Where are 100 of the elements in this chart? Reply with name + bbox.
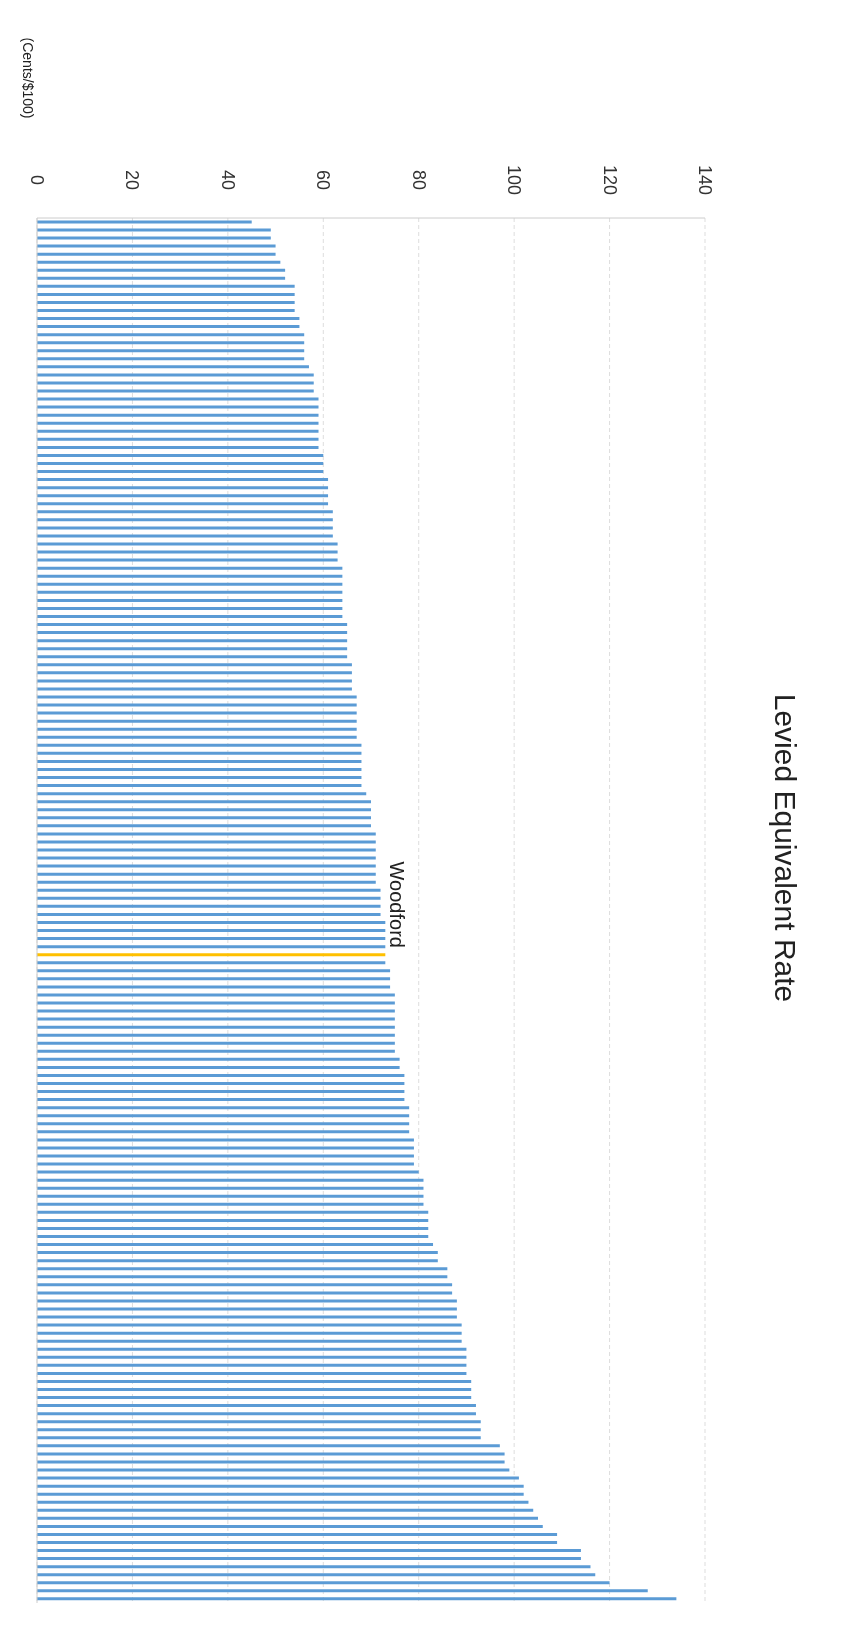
bar (37, 1412, 476, 1416)
bar (37, 824, 371, 828)
bar (37, 1073, 405, 1077)
bar (37, 526, 333, 530)
bar (37, 413, 319, 417)
bar (37, 719, 357, 723)
bar (37, 816, 371, 820)
text: Levied Equivalent Rate (768, 693, 802, 1003)
bar (37, 308, 295, 312)
bar (37, 1170, 419, 1174)
bar (37, 574, 343, 578)
bar (37, 252, 276, 256)
bar (37, 1259, 438, 1263)
bar (37, 937, 386, 941)
bar (37, 1218, 429, 1222)
bar (37, 655, 348, 659)
bar (37, 421, 319, 425)
bar (37, 1267, 448, 1271)
bar (37, 631, 348, 635)
bar (37, 220, 252, 224)
bar (37, 1057, 400, 1061)
bar (37, 961, 386, 965)
bar (37, 767, 362, 771)
bar (37, 929, 386, 933)
bar (37, 759, 362, 763)
bar (37, 614, 343, 618)
bar (37, 590, 343, 594)
bar (37, 1315, 457, 1319)
bar (37, 993, 395, 997)
bar (37, 1025, 395, 1029)
bar (37, 397, 319, 401)
bar (37, 1243, 434, 1247)
bar (37, 623, 348, 627)
bar (37, 534, 333, 538)
bar (37, 1098, 405, 1102)
bar (37, 236, 271, 240)
bar (37, 703, 357, 707)
bar (37, 1581, 610, 1585)
bar (37, 268, 286, 272)
bar (37, 727, 357, 731)
bar (37, 953, 386, 957)
bar (37, 904, 381, 908)
bar (37, 373, 314, 377)
bar (37, 558, 338, 562)
bar (37, 1186, 424, 1190)
bar (37, 695, 357, 699)
bar (37, 776, 362, 780)
bar (37, 365, 309, 369)
bar (37, 333, 305, 337)
bar (37, 735, 357, 739)
bar (37, 784, 362, 788)
x-tick-label: 0 (27, 174, 47, 186)
bar (37, 1090, 405, 1094)
bar (37, 518, 333, 522)
bar (37, 502, 329, 506)
bar (37, 1194, 424, 1198)
bar (37, 848, 376, 852)
bar (37, 1444, 500, 1448)
bar (37, 1323, 462, 1327)
bar (37, 510, 333, 514)
bar (37, 1162, 414, 1166)
bar (37, 872, 376, 876)
bar (37, 1524, 543, 1528)
x-tick-label: 100 (504, 164, 525, 196)
bar (37, 389, 314, 393)
bar (37, 1516, 538, 1520)
bar (37, 896, 381, 900)
bar (37, 1597, 677, 1601)
bar (37, 349, 305, 353)
bar (37, 1452, 505, 1456)
bar (37, 687, 352, 691)
bar (37, 888, 381, 892)
bar (37, 1532, 558, 1536)
bar (37, 317, 300, 321)
bar (37, 647, 348, 651)
bar (37, 341, 305, 345)
bar (37, 671, 352, 675)
bar (37, 1541, 558, 1544)
bar (37, 1106, 410, 1110)
bar (37, 1210, 429, 1214)
annotation: Woodford (386, 861, 409, 948)
bar (37, 486, 329, 490)
bar (37, 711, 357, 715)
bar (37, 639, 348, 643)
bar (37, 542, 338, 546)
bar (37, 325, 300, 329)
bar (37, 1363, 467, 1367)
bar (37, 663, 352, 667)
bar (37, 1436, 481, 1440)
bar (37, 461, 324, 465)
bar (37, 679, 352, 683)
x-tick-label: 120 (599, 164, 620, 196)
bar (37, 792, 367, 796)
bar (37, 1251, 438, 1255)
bar (37, 228, 271, 232)
bar (37, 1033, 395, 1037)
text: (Cents/$100) (20, 37, 36, 119)
bar (37, 606, 343, 610)
bar (37, 445, 319, 449)
bar (37, 1565, 591, 1569)
